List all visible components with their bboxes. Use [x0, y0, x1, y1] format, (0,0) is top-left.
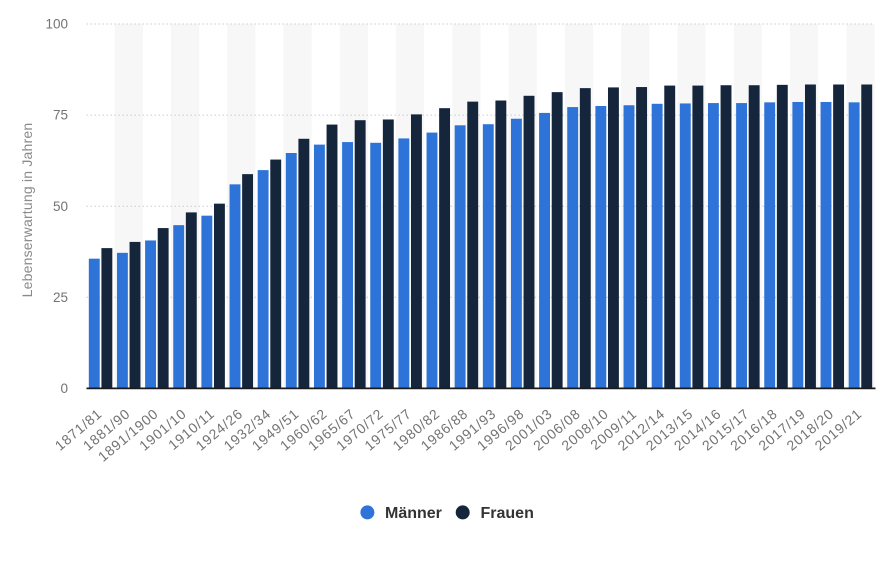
svg-text:100: 100 [45, 17, 68, 32]
svg-text:25: 25 [53, 290, 68, 305]
svg-text:Lebenserwartung in Jahren: Lebenserwartung in Jahren [19, 123, 35, 298]
svg-text:75: 75 [53, 108, 68, 123]
svg-text:50: 50 [53, 199, 68, 214]
svg-text:Frauen: Frauen [481, 505, 534, 522]
svg-text:Männer: Männer [385, 505, 442, 522]
svg-text:0: 0 [60, 381, 68, 396]
